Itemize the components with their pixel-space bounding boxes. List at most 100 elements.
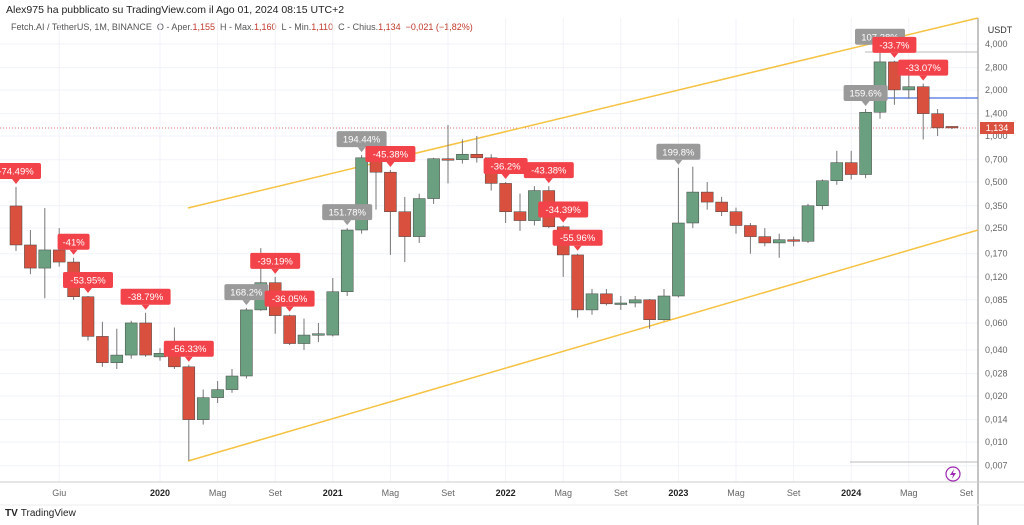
candle-body: [686, 191, 700, 224]
change-label: 159.6%: [849, 89, 882, 100]
symbol-name[interactable]: Fetch.AI / TetherUS, 1M, BINANCE: [11, 22, 152, 32]
change-label-box: [57, 233, 90, 250]
candle-body: [211, 389, 224, 398]
candle-body: [787, 239, 800, 242]
price-tick-label: 0,170: [985, 249, 1008, 259]
change-label-box: [336, 131, 387, 148]
time-tick-label: 2023: [668, 488, 688, 498]
change-label-box: [872, 36, 917, 53]
high-label: H - Max.: [219, 22, 254, 32]
brand-name: TradingView: [20, 508, 76, 519]
candle-body: [859, 111, 872, 175]
candle-body: [110, 354, 124, 363]
candle-body: [340, 229, 354, 292]
candle-body: [600, 293, 613, 305]
candle-body: [614, 302, 628, 305]
change-label: -53.95%: [70, 276, 106, 287]
time-tick-label: Set: [441, 488, 455, 498]
change-label-pointer: [285, 306, 294, 312]
time-tick-label: 2021: [323, 488, 343, 498]
candle-body: [9, 205, 23, 246]
change-label: -43.38%: [531, 166, 567, 177]
change-label: 194.44%: [343, 135, 381, 146]
candle-body: [96, 336, 109, 363]
change-label: -74.49%: [0, 167, 34, 178]
price-axis[interactable]: USDT 4,000 2,800 2,000 1,400 1,000 0,700 0,500…: [985, 25, 1013, 471]
time-tick-label: Mag: [554, 488, 572, 498]
candle-body: [81, 296, 95, 337]
change-label-box: [322, 204, 373, 221]
time-tick-label: Mag: [900, 488, 918, 498]
change-label-pointer: [861, 101, 870, 107]
time-tick-label: Mag: [382, 488, 400, 498]
candle-body: [643, 299, 656, 320]
price-tick-label: 1,400: [985, 109, 1008, 119]
change-label-pointer: [357, 147, 366, 153]
annotations: -74.49% -41% -53.95% -38.79% -56.33% 168.2% -3…: [0, 28, 949, 362]
candle-body: [499, 183, 512, 212]
candle-body: [326, 291, 340, 336]
publisher-caption: Alex975 ha pubblicato su TradingView.com…: [6, 4, 345, 16]
change-label-pointer: [184, 356, 193, 362]
candle-body: [744, 225, 757, 237]
change-label-pointer: [386, 161, 395, 167]
change-label-box: [843, 85, 888, 102]
candle-body: [412, 198, 426, 237]
time-tick-label: Set: [960, 488, 974, 498]
change-label-box: [120, 288, 171, 305]
time-tick-label: 2024: [841, 488, 861, 498]
price-tick-label: 0,120: [985, 272, 1008, 282]
candle-body: [816, 180, 829, 207]
change-label: -33.7%: [879, 40, 910, 51]
change-label-box: [483, 158, 528, 175]
change-label: -33.07%: [906, 63, 942, 74]
change-label: 199.8%: [662, 147, 695, 158]
candle-body: [384, 171, 397, 212]
change-label-pointer: [12, 179, 20, 185]
price-tick-label: 0,500: [985, 177, 1008, 187]
price-tick-label: 0,010: [985, 437, 1008, 447]
price-tick-label: 0,007: [985, 461, 1008, 471]
change-label-pointer: [890, 52, 899, 58]
time-tick-label: Mag: [209, 488, 227, 498]
candle-body: [888, 61, 901, 91]
candle-body: [628, 299, 642, 304]
change-label-box: [0, 163, 41, 180]
change-label-pointer: [242, 300, 251, 306]
change-label-box: [898, 59, 949, 76]
change-label-pointer: [674, 159, 683, 165]
change-label: 168.2%: [230, 288, 263, 299]
change-label-pointer: [69, 249, 78, 255]
candle-body: [441, 158, 455, 161]
change-label: -45.38%: [373, 149, 409, 160]
lightning-icon[interactable]: [945, 466, 961, 482]
candle-body: [931, 113, 944, 129]
candle-body: [196, 397, 210, 420]
candle-body: [52, 249, 66, 263]
candle-body: [916, 86, 930, 114]
symbol-legend: Fetch.AI / TetherUS, 1M, BINANCE O - Ape…: [11, 22, 473, 32]
change-label: -39.19%: [258, 256, 294, 267]
time-axis[interactable]: Giu 2020 Mag Set 2021 Mag Set 2022 Mag Set 2023 Mag…: [52, 488, 973, 498]
price-tick-label: 2,000: [985, 85, 1008, 95]
candle-body: [758, 236, 772, 244]
change-label: -34.39%: [546, 205, 582, 216]
candle-body: [182, 366, 196, 420]
time-tick-label: Mag: [727, 488, 745, 498]
candle-body: [398, 211, 412, 237]
change-label-pointer: [271, 268, 280, 274]
time-tick-label: 2022: [496, 488, 516, 498]
change-value: −0,021 (−1,82%): [405, 22, 473, 32]
change-label: -56.33%: [171, 344, 207, 355]
time-tick-label: Set: [614, 488, 628, 498]
drawings: [0, 17, 979, 463]
tradingview-logo[interactable]: TV TradingView: [5, 508, 76, 519]
change-label-pointer: [559, 217, 568, 223]
candle-body: [225, 375, 239, 390]
change-label: 151.78%: [328, 208, 366, 219]
price-tick-label: 2,800: [985, 63, 1008, 73]
change-label-pointer: [919, 75, 928, 81]
candle-body: [772, 239, 786, 244]
candle-body: [700, 191, 714, 203]
